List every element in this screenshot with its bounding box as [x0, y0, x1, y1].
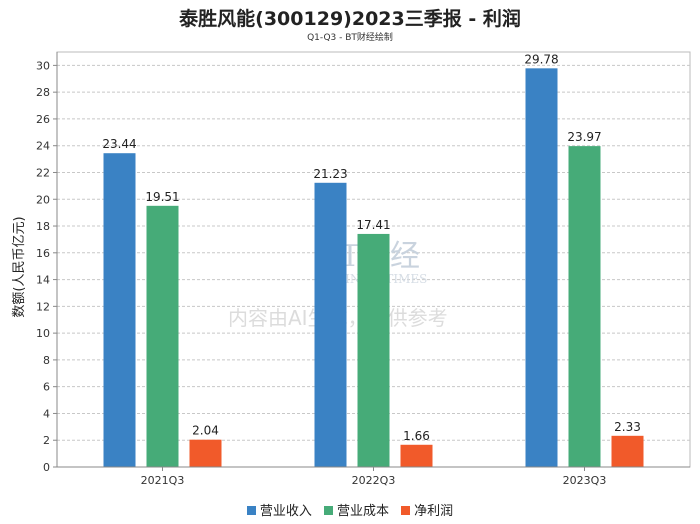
- bars: 23.44 19.51 2.04 21.23 17.41 1.66 29.78 23.97 2.…: [102, 52, 644, 467]
- data-label: 23.44: [102, 137, 136, 151]
- y-tick-label: 22: [36, 166, 50, 179]
- chart-title: 泰胜风能(300129)2023三季报 - 利润: [179, 8, 521, 30]
- data-label: 2.33: [614, 420, 641, 434]
- y-tick-label: 10: [36, 327, 50, 340]
- data-label: 19.51: [145, 190, 179, 204]
- legend-swatch-cost: [323, 506, 333, 515]
- bar-2023Q3-0: [525, 68, 558, 467]
- legend-item-cost[interactable]: 营业成本: [323, 500, 389, 519]
- legend-item-net-profit[interactable]: 净利润: [401, 500, 453, 519]
- legend: 营业收入 营业成本 净利润: [0, 500, 700, 519]
- y-axis-label: 数额(人民币亿元): [12, 216, 27, 317]
- x-tick-label: 2021Q3: [141, 474, 185, 487]
- legend-item-revenue[interactable]: 营业收入: [246, 500, 312, 519]
- y-tick-label: 16: [36, 247, 50, 260]
- bar-2021Q3-1: [146, 205, 179, 467]
- bar-2022Q3-1: [357, 233, 390, 467]
- x-tick-label: 2022Q3: [352, 474, 396, 487]
- bar-2021Q3-2: [189, 439, 222, 467]
- y-tick-label: 26: [36, 113, 50, 126]
- data-label: 23.97: [567, 130, 601, 144]
- y-tick-label: 0: [43, 461, 50, 474]
- data-label: 29.78: [524, 52, 558, 66]
- bar-2022Q3-2: [400, 444, 433, 467]
- data-label: 17.41: [356, 218, 390, 232]
- data-label: 2.04: [192, 424, 219, 438]
- y-tick-label: 20: [36, 193, 50, 206]
- data-label: 1.66: [403, 429, 430, 443]
- legend-swatch-net-profit: [401, 506, 411, 515]
- x-tick-label: 2023Q3: [563, 474, 607, 487]
- bar-2021Q3-0: [103, 153, 136, 467]
- y-tick-label: 4: [43, 407, 50, 420]
- bar-chart: BT财经 BUSINESSTIMES 内容由AI生成，仅供参考 23.4419.…: [12, 51, 691, 487]
- chart-subtitle: Q1-Q3 - BT财经绘制: [307, 33, 393, 43]
- legend-label-net-profit: 净利润: [414, 504, 454, 519]
- y-tick-label: 8: [43, 354, 50, 367]
- bar-2023Q3-2: [611, 435, 644, 467]
- data-label: 21.23: [313, 167, 347, 181]
- legend-label-revenue: 营业收入: [259, 504, 312, 519]
- y-tick-label: 30: [36, 59, 50, 72]
- bar-2022Q3-0: [314, 182, 347, 467]
- y-tick-label: 6: [43, 381, 50, 394]
- y-tick-label: 14: [36, 274, 50, 287]
- y-tick-label: 24: [36, 140, 50, 153]
- y-tick-label: 28: [36, 86, 50, 99]
- legend-label-cost: 营业成本: [336, 504, 389, 519]
- y-tick-label: 18: [36, 220, 50, 233]
- legend-swatch-revenue: [246, 506, 256, 515]
- y-tick-label: 12: [36, 300, 50, 313]
- bar-2023Q3-1: [568, 146, 601, 467]
- y-tick-label: 2: [43, 434, 50, 447]
